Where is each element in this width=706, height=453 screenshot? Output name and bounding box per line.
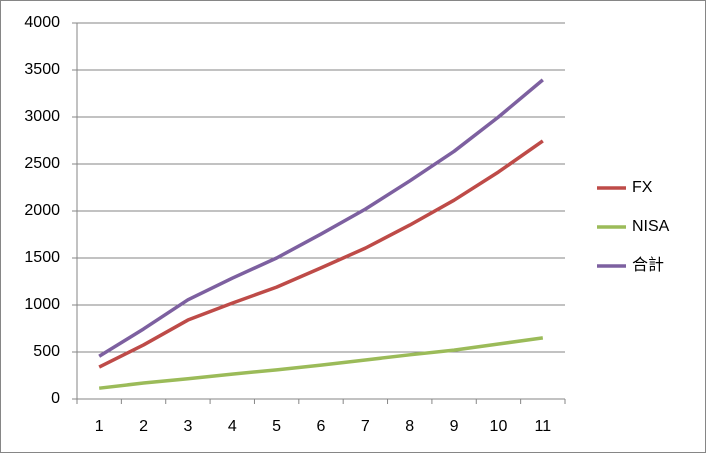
y-tick-label: 2500 bbox=[24, 155, 60, 172]
series-line bbox=[98, 336, 544, 390]
x-tick-label: 5 bbox=[272, 418, 281, 435]
x-tick-label: 3 bbox=[183, 418, 192, 435]
x-tick-label: 2 bbox=[139, 418, 148, 435]
x-tick-label: 4 bbox=[228, 418, 237, 435]
x-tick-label: 10 bbox=[490, 418, 508, 435]
y-tick-label: 1500 bbox=[24, 249, 60, 266]
x-tick-label: 1 bbox=[95, 418, 104, 435]
y-tick-label: 1000 bbox=[24, 296, 60, 313]
x-tick-label: 9 bbox=[450, 418, 459, 435]
legend-label: NISA bbox=[632, 218, 670, 235]
legend-label: FX bbox=[632, 179, 653, 196]
y-tick-label: 0 bbox=[51, 390, 60, 407]
y-tick-label: 4000 bbox=[24, 14, 60, 31]
y-tick-label: 3000 bbox=[24, 108, 60, 125]
y-tick-label: 3500 bbox=[24, 61, 60, 78]
series-line bbox=[98, 139, 544, 369]
series-line bbox=[98, 78, 544, 358]
x-tick-label: 11 bbox=[535, 418, 552, 435]
legend-label: 合計 bbox=[632, 256, 664, 274]
x-tick-label: 7 bbox=[361, 418, 370, 435]
y-tick-label: 500 bbox=[33, 343, 60, 360]
x-tick-label: 8 bbox=[405, 418, 414, 435]
x-tick-label: 6 bbox=[317, 418, 326, 435]
y-tick-label: 2000 bbox=[24, 202, 60, 219]
